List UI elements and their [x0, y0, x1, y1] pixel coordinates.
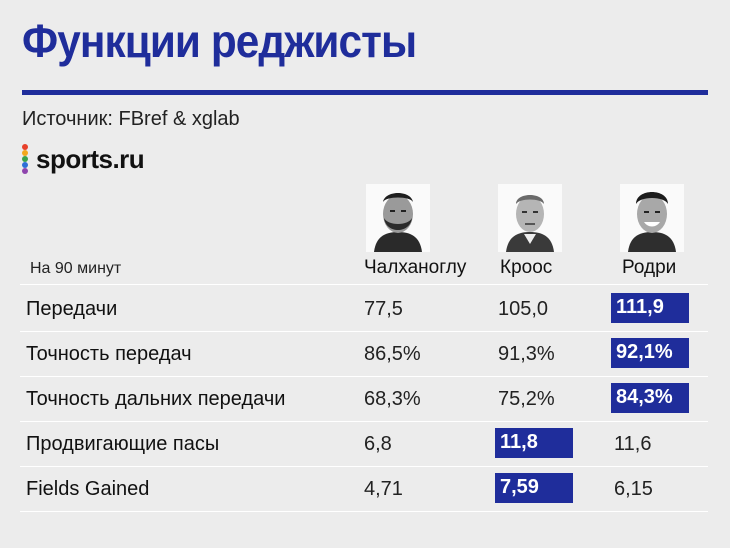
player-photo-kroos [498, 184, 562, 252]
row-divider [20, 466, 708, 467]
player-photo-chalhanoglu [366, 184, 430, 252]
player-name-rodri: Родри [622, 257, 677, 278]
player-name-kroos: Кроос [500, 257, 553, 278]
table-row: Fields Gained 4,71 7,59 6,15 [20, 467, 708, 511]
highlighted-value: 7,59 [495, 473, 573, 503]
table-row: Точность передач 86,5% 91,3% 92,1% [20, 332, 708, 376]
per90-label: На 90 минут [30, 260, 122, 277]
row-divider [20, 331, 708, 332]
table-row: Продвигающие пасы 6,8 11,8 11,6 [20, 422, 708, 466]
logo-dots-icon [22, 144, 30, 174]
logo-text: sports.ru [36, 143, 145, 174]
row-label: Точность дальних передачи [26, 388, 286, 410]
value-cell: 86,5% [364, 343, 421, 365]
row-label: Передачи [26, 298, 118, 320]
value-cell: 11,6 [614, 433, 652, 455]
highlighted-value: 84,3% [611, 383, 689, 413]
row-divider [20, 511, 708, 512]
value-cell: 6,8 [364, 433, 392, 455]
table-row: Передачи 77,5 105,0 111,9 [20, 287, 708, 331]
row-label: Продвигающие пасы [26, 433, 220, 455]
player-name-chalhanoglu: Чалханоглу [364, 257, 467, 278]
source-text: Источник: FBref & xglab [22, 108, 240, 130]
row-label: Fields Gained [26, 478, 150, 500]
row-divider [20, 284, 708, 285]
player-photo-rodri [620, 184, 684, 252]
value-cell: 75,2% [498, 388, 555, 410]
title-divider [22, 90, 708, 95]
logo-dot [22, 168, 28, 174]
value-cell: 91,3% [498, 343, 555, 365]
value-cell: 105,0 [498, 298, 549, 320]
table-row: Точность дальних передачи 68,3% 75,2% 84,3% [20, 377, 708, 421]
row-label: Точность передач [26, 343, 192, 365]
row-divider [20, 421, 708, 422]
value-cell: 68,3% [364, 388, 421, 410]
highlighted-value: 92,1% [611, 338, 689, 368]
value-cell: 6,15 [614, 478, 653, 500]
logo-dot [22, 150, 28, 156]
value-cell: 4,71 [364, 478, 403, 500]
logo-dot [22, 144, 28, 150]
highlighted-value: 11,8 [495, 428, 573, 458]
logo-dot [22, 156, 28, 162]
row-divider [20, 376, 708, 377]
logo-dot [22, 162, 28, 168]
page-title: Функции реджисты [22, 15, 417, 67]
value-cell: 77,5 [364, 298, 403, 320]
highlighted-value: 111,9 [611, 293, 689, 323]
sports-ru-logo: sports.ru [22, 143, 145, 174]
